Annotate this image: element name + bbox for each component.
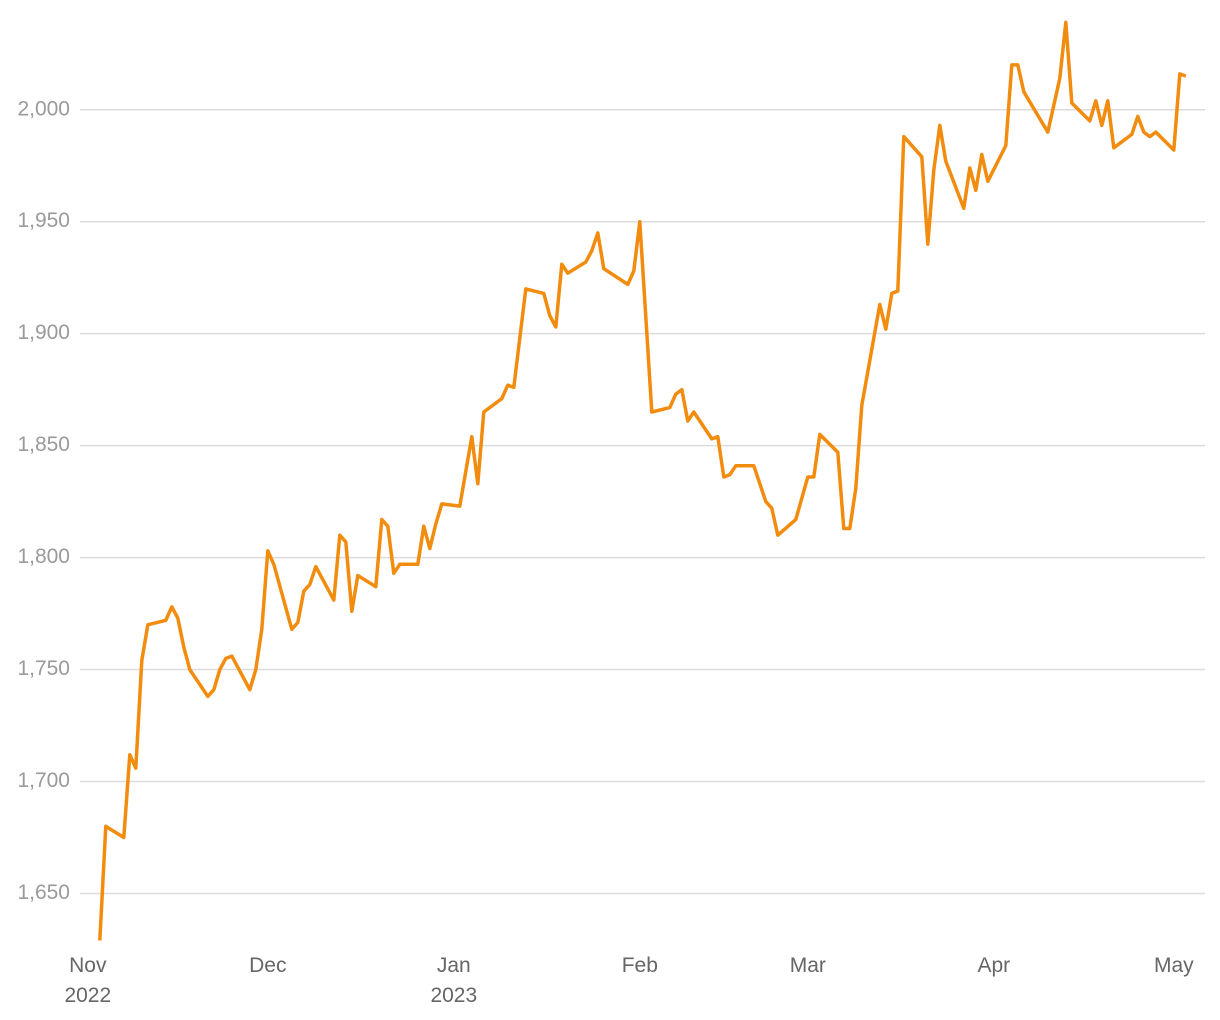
x-tick-label: May (1153, 954, 1194, 977)
y-tick-label: 1,750 (17, 657, 70, 680)
x-tick-label: Jan 2023 (430, 954, 478, 1007)
x-tick-label: Dec (249, 954, 287, 977)
y-tick-label: 1,900 (17, 321, 70, 344)
y-tick-label: 1,700 (17, 769, 70, 792)
x-tick-label: Apr (977, 954, 1011, 977)
x-tick-label: Nov 2022 (64, 954, 112, 1007)
y-tick-label: 1,650 (17, 881, 70, 904)
x-tick-label: Feb (621, 954, 658, 977)
price-line (98, 20, 1187, 941)
x-tick-label: Mar (789, 954, 826, 977)
y-tick-label: 1,950 (17, 209, 70, 232)
y-tick-label: 2,000 (17, 97, 70, 120)
y-tick-label: 1,850 (17, 433, 70, 456)
y-tick-label: 1,800 (17, 545, 70, 568)
